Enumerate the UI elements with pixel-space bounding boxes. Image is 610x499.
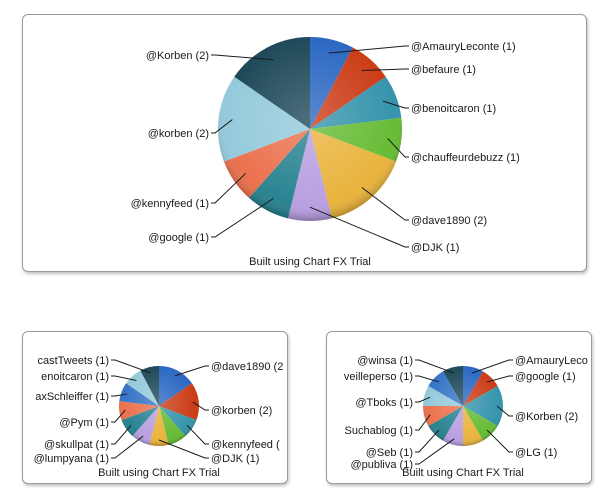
slice-label: @befaure (1) [411, 64, 476, 76]
slice-label: @lumpyana (1) [34, 453, 109, 465]
slice-label: axSchleiffer (1) [35, 391, 109, 403]
leader-line [471, 359, 513, 374]
leader-line [211, 173, 246, 204]
leader-line [111, 359, 152, 374]
slice-label: @LG (1) [515, 447, 557, 459]
slice-label: @Korben (2) [515, 411, 578, 423]
slice-label: @Seb (1) [366, 447, 413, 459]
leader-line [158, 439, 209, 459]
slice-label: @Korben (2) [146, 50, 209, 62]
slice-label: @publiva (1) [350, 459, 413, 471]
leader-line [174, 365, 209, 377]
leader-line [309, 206, 409, 248]
leader-line [328, 45, 409, 54]
leader-line [111, 393, 128, 397]
slice-label: @google (1) [515, 371, 576, 383]
slice-label: @kennyfeed (1) [131, 198, 209, 210]
pie-chart-main: @AmauryLeconte (1) @befaure (1) @benoitcar… [131, 36, 520, 268]
leader-line [415, 429, 440, 453]
leader-line [415, 359, 455, 374]
leader-line [415, 438, 455, 465]
leader-line [415, 375, 440, 383]
slice-label: @google (1) [148, 232, 209, 244]
chart-footer: Built using Chart FX Trial [98, 467, 220, 479]
slice-label: @chauffeurdebuzz (1) [411, 152, 520, 164]
leader-line [415, 414, 431, 431]
leader-line [486, 429, 513, 453]
slice-label: @korben (2) [148, 128, 209, 140]
slice-label: @Tboks (1) [355, 397, 413, 409]
leader-line [186, 424, 209, 445]
leader-line [111, 435, 144, 459]
leader-line [496, 405, 513, 417]
leader-line [361, 187, 409, 221]
leader-line [192, 401, 209, 411]
chart-footer: Built using Chart FX Trial [402, 467, 524, 479]
leader-line [111, 424, 132, 445]
slice-label: @skullpat (1) [44, 439, 109, 451]
slice-label: @winsa (1) [357, 355, 413, 367]
pie-chart-panel-left: @dave1890 (2 @korben (2) @kennyfeed ( @DJK … [22, 331, 288, 484]
leader-line [486, 375, 513, 383]
leader-line [361, 68, 409, 71]
leader-line [111, 409, 126, 423]
slice-label: @DJK (1) [211, 453, 259, 465]
leader-line [211, 54, 274, 61]
leader-line [415, 396, 431, 403]
pie-chart-right: @AmauryLeco @google (1) @Korben (2) @LG (1)… [344, 355, 588, 479]
pie-chart-left: @dave1890 (2 @korben (2) @kennyfeed ( @DJK … [34, 355, 284, 479]
slice-label: Suchablog (1) [345, 425, 414, 437]
pie-chart-panel-right: @AmauryLeco @google (1) @Korben (2) @LG (1)… [326, 331, 592, 484]
slice-label: enoitcaron (1) [41, 371, 109, 383]
slice-label: veilleperso (1) [344, 371, 413, 383]
chart-footer: Built using Chart FX Trial [249, 256, 371, 268]
leader-line [211, 197, 274, 238]
slice-label: @korben (2) [211, 405, 272, 417]
slice-label: @kennyfeed ( [211, 439, 280, 451]
leader-line [111, 375, 137, 382]
slice-label: @DJK (1) [411, 242, 459, 254]
pie-chart-panel-main: @AmauryLeconte (1) @befaure (1) @benoitcar… [22, 14, 587, 272]
slice-label: @AmauryLeconte (1) [411, 41, 516, 53]
slice-label: @benoitcaron (1) [411, 103, 496, 115]
slice-label: @dave1890 (2) [411, 215, 487, 227]
leader-line [387, 138, 409, 158]
slice-label: castTweets (1) [37, 355, 109, 367]
slice-label: @dave1890 (2 [211, 361, 283, 373]
slice-label: @AmauryLeco [515, 355, 588, 367]
leader-line [382, 100, 409, 109]
leader-line [211, 119, 233, 134]
slice-label: @Pym (1) [59, 417, 109, 429]
